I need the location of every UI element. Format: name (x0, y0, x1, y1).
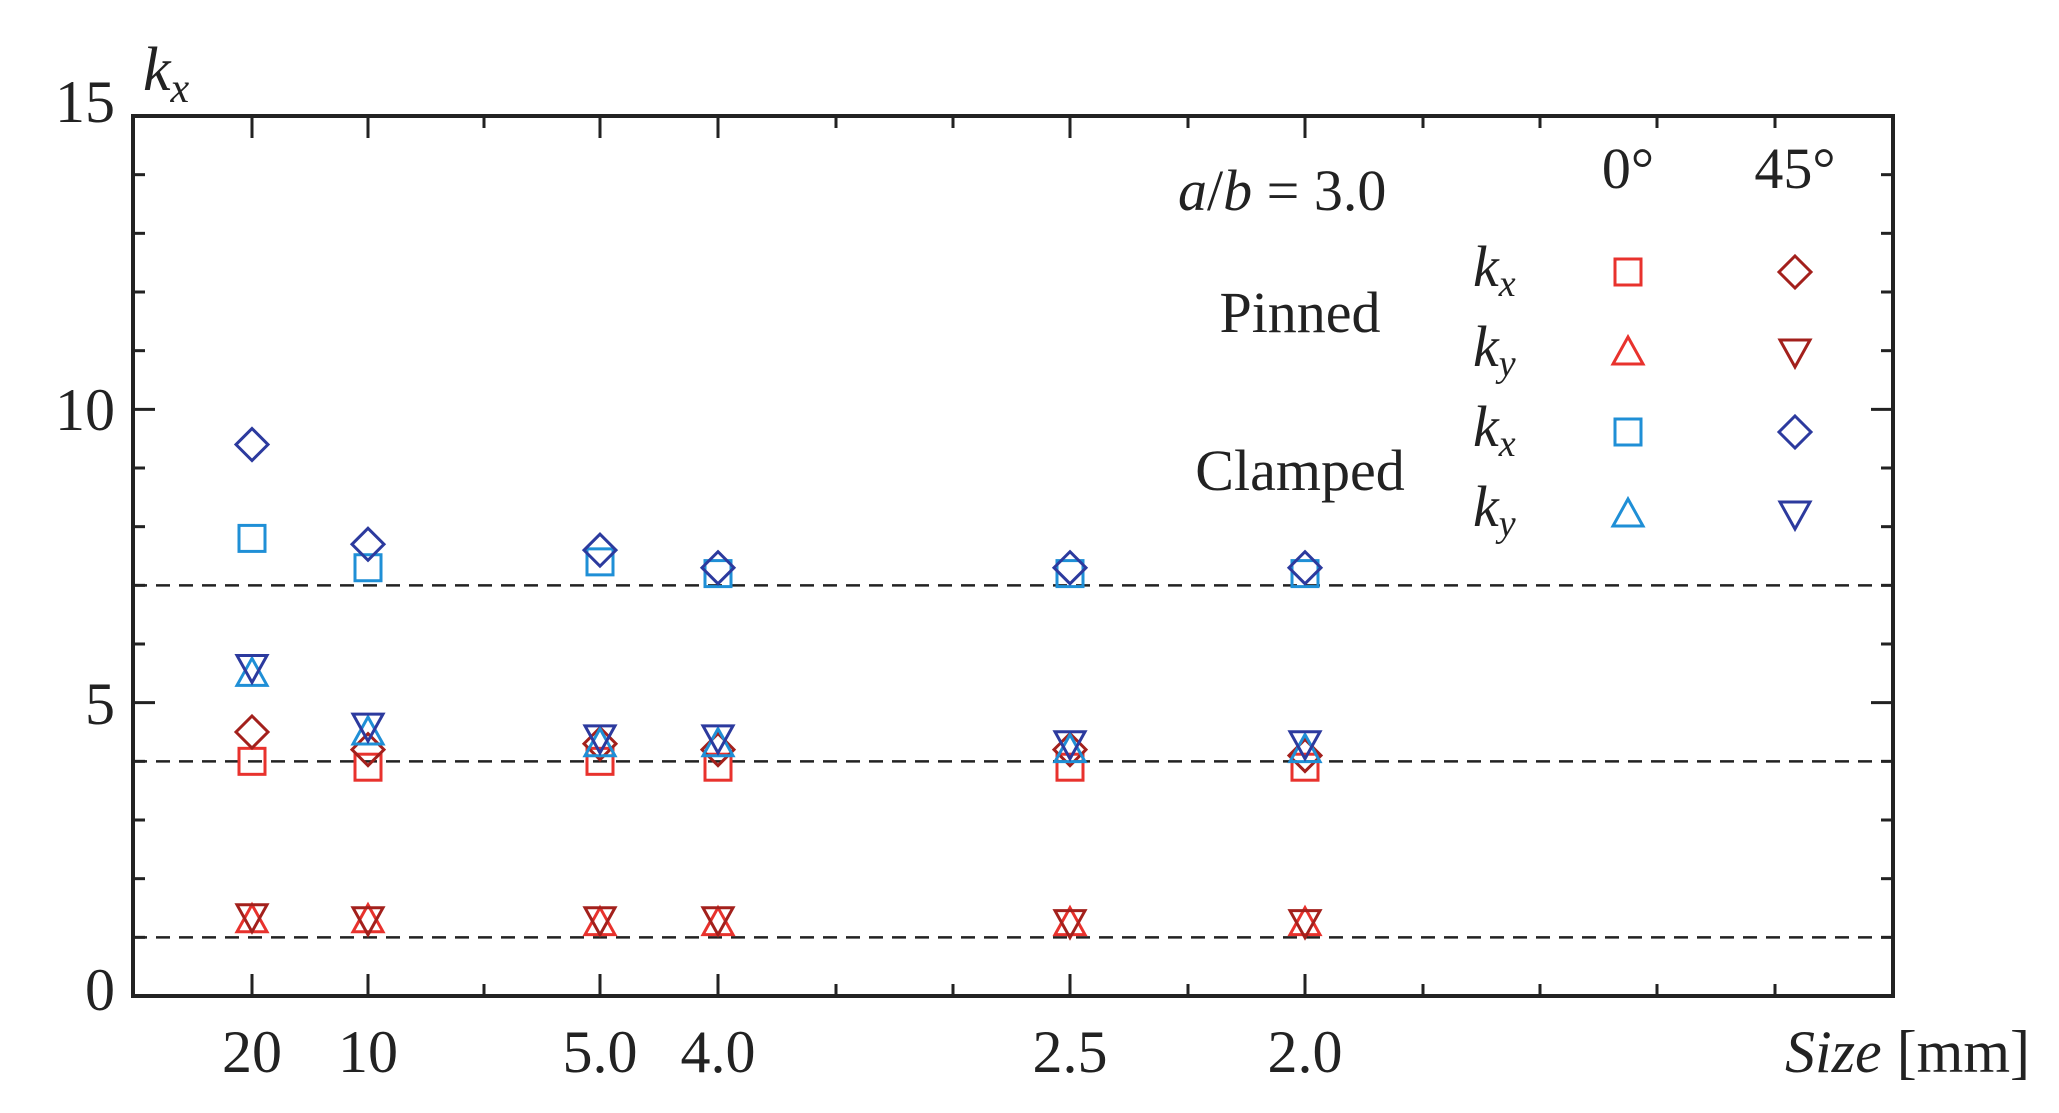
legend-row-clamped-kx: kx (1473, 394, 1516, 465)
x-tick-label-5.0: 5.0 (563, 1019, 638, 1085)
marker-clamped-kx-45-1 (349, 526, 387, 563)
marker-pinned-ky-45-4 (1052, 909, 1088, 941)
legend-header-45deg: 45° (1754, 136, 1835, 201)
y-axis-label: kx (143, 36, 190, 112)
marker-clamped-kx-45-2 (581, 532, 619, 569)
marker-clamped-kx-0-2 (585, 547, 615, 577)
marker-pinned-ky-0-2 (582, 904, 618, 937)
legend-marker-pinned-kx-0deg (1613, 257, 1643, 287)
marker-clamped-ky-45-0 (234, 653, 270, 686)
legend-markers (1610, 253, 1814, 533)
y-tick-label-15: 15 (55, 69, 115, 135)
x-tick-label-20: 20 (222, 1019, 282, 1085)
marker-clamped-kx-45-4 (1051, 549, 1089, 586)
legend-marker-pinned-ky-45deg (1777, 338, 1813, 371)
x-tick-label-10: 10 (338, 1019, 398, 1085)
marker-pinned-kx-45-5 (1286, 737, 1324, 774)
y-axis-label-subscript: x (170, 66, 190, 112)
reference-lines (133, 584, 1893, 939)
marker-pinned-ky-45-5 (1287, 909, 1323, 941)
axis-ticks (133, 114, 1893, 998)
marker-clamped-kx-45-5 (1286, 549, 1324, 586)
marker-clamped-ky-45-5 (1287, 730, 1323, 762)
marker-pinned-kx-0-1 (353, 752, 383, 782)
marker-clamped-ky-45-3 (700, 724, 736, 756)
marker-clamped-kx-0-0 (237, 523, 267, 553)
data-markers (233, 426, 1324, 941)
marker-pinned-ky-0-0 (234, 901, 270, 934)
marker-clamped-ky-45-2 (582, 724, 618, 756)
marker-pinned-kx-0-2 (585, 746, 615, 776)
marker-pinned-ky-45-2 (582, 906, 618, 938)
legend-marker-pinned-kx-45deg (1776, 253, 1814, 291)
marker-pinned-ky-0-3 (700, 904, 736, 937)
marker-pinned-kx-45-4 (1051, 731, 1089, 768)
legend-group-clamped: Clamped (1195, 438, 1404, 503)
marker-clamped-kx-0-5 (1290, 559, 1320, 589)
x-axis-label-unit: [mm] (1897, 1019, 2030, 1085)
marker-pinned-kx-45-2 (581, 725, 619, 762)
marker-pinned-ky-45-0 (234, 903, 270, 935)
x-axis-label-italic: Size (1785, 1019, 1882, 1085)
legend-header-0deg: 0° (1602, 136, 1654, 201)
marker-clamped-kx-0-3 (703, 559, 733, 589)
marker-clamped-ky-45-4 (1052, 730, 1088, 762)
marker-pinned-kx-45-0 (233, 713, 271, 751)
legend-marker-clamped-ky-0deg (1610, 495, 1646, 528)
marker-pinned-kx-45-3 (699, 731, 737, 768)
legend-row-pinned-kx: kx (1473, 234, 1516, 305)
marker-pinned-kx-0-5 (1290, 752, 1320, 782)
marker-clamped-kx-45-3 (699, 549, 737, 586)
x-tick-label-2.5: 2.5 (1033, 1019, 1108, 1085)
legend-marker-clamped-kx-45deg (1776, 413, 1814, 451)
marker-pinned-ky-45-3 (700, 906, 736, 938)
y-tick-label-0: 0 (85, 957, 115, 1023)
legend-marker-clamped-kx-0deg (1613, 417, 1643, 447)
x-tick-label-4.0: 4.0 (681, 1019, 756, 1085)
legend-marker-pinned-ky-0deg (1610, 333, 1646, 366)
marker-pinned-ky-45-1 (350, 906, 386, 938)
y-tick-label-10: 10 (55, 377, 115, 443)
marker-clamped-ky-45-1 (350, 712, 386, 745)
x-axis-label: Size [mm] (1785, 1019, 2030, 1085)
x-tick-label-2.0: 2.0 (1268, 1019, 1343, 1085)
legend-row-clamped-ky: ky (1473, 474, 1516, 545)
marker-clamped-kx-45-0 (233, 426, 271, 463)
marker-pinned-kx-0-4 (1055, 752, 1085, 782)
legend-group-pinned: Pinned (1219, 280, 1380, 345)
marker-clamped-kx-0-1 (353, 553, 383, 583)
legend-row-pinned-ky: ky (1473, 314, 1516, 385)
ratio-annotation: a/b = 3.0 (1178, 158, 1386, 223)
marker-clamped-kx-0-4 (1055, 559, 1085, 589)
plot-frame (131, 114, 1895, 998)
legend-marker-clamped-ky-45deg (1777, 500, 1813, 533)
y-tick-label-5: 5 (85, 671, 115, 737)
